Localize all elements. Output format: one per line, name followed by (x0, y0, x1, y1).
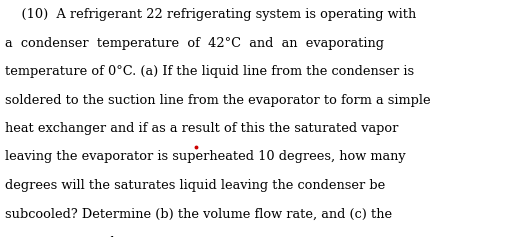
Text: a  condenser  temperature  of  42°C  and  an  evaporating: a condenser temperature of 42°C and an e… (5, 37, 384, 50)
Text: (10)  A refrigerant 22 refrigerating system is operating with: (10) A refrigerant 22 refrigerating syst… (5, 8, 417, 21)
Text: heat exchanger and if as a result of this the saturated vapor: heat exchanger and if as a result of thi… (5, 122, 398, 135)
Text: degrees will the saturates liquid leaving the condenser be: degrees will the saturates liquid leavin… (5, 179, 386, 192)
Text: compressor work.: compressor work. (5, 236, 123, 237)
Text: subcooled? Determine (b) the volume flow rate, and (c) the: subcooled? Determine (b) the volume flow… (5, 207, 393, 220)
Text: leaving the evaporator is superheated 10 degrees, how many: leaving the evaporator is superheated 10… (5, 150, 406, 164)
Text: soldered to the suction line from the evaporator to form a simple: soldered to the suction line from the ev… (5, 94, 431, 107)
Text: temperature of 0°C. (a) If the liquid line from the condenser is: temperature of 0°C. (a) If the liquid li… (5, 65, 414, 78)
